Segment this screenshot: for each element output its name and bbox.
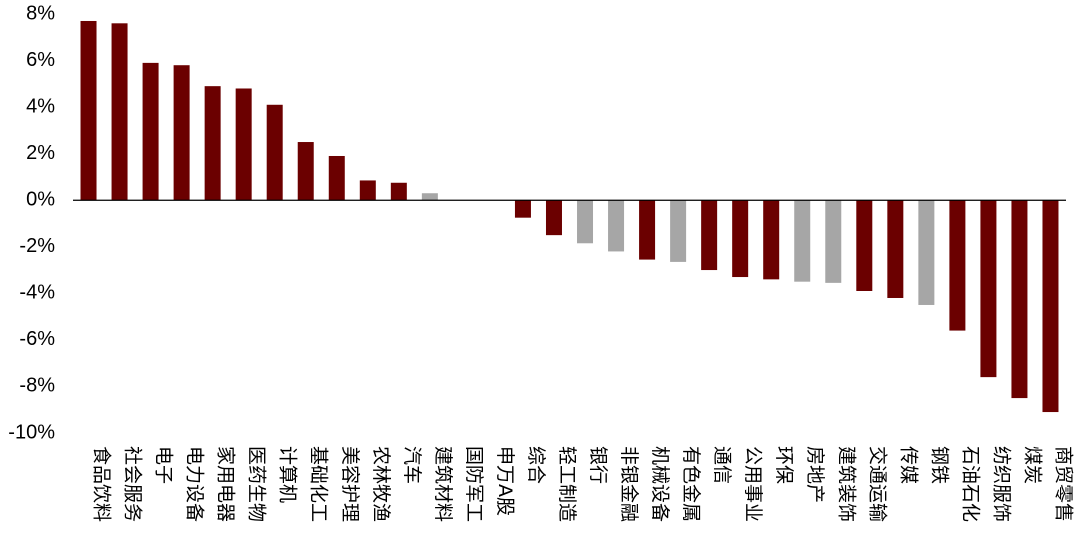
y-tick-label: -2% <box>19 235 55 257</box>
category-label: 食品饮料 <box>91 446 113 522</box>
y-tick-label: 6% <box>26 49 55 71</box>
bar <box>545 200 562 236</box>
category-label: 基础化工 <box>308 446 330 522</box>
x-axis-category-labels: 食品饮料 社会服务 电子 电力设备 家用电器 医药生物 计算机 基础化工 美容护理 农林牧渔 汽车建… <box>91 446 1075 522</box>
category-label: 计算机 <box>277 446 299 503</box>
category-label: 电子 <box>153 446 175 484</box>
category-label: 建筑装饰 <box>835 446 857 522</box>
category-label: 商贸零售 <box>1052 446 1074 522</box>
bar <box>173 65 190 201</box>
bar <box>390 182 407 201</box>
category-label: 轻工制造 <box>556 446 578 522</box>
y-tick-label: -4% <box>19 282 55 304</box>
bar <box>421 193 438 201</box>
category-label: 建筑材料 <box>432 446 454 522</box>
y-axis-tick-labels: 8% 6% 4% 2% 0% -2% -4% -6% -8% -10% <box>8 2 55 443</box>
y-tick-label: 0% <box>26 189 55 211</box>
y-tick-label: -8% <box>19 375 55 397</box>
category-label: 有色金属 <box>680 446 702 522</box>
bar <box>359 180 376 201</box>
category-label: 非银金融 <box>618 446 640 522</box>
bar <box>297 142 314 201</box>
bar <box>856 200 873 291</box>
y-tick-label: 2% <box>26 142 55 164</box>
bar <box>763 200 780 280</box>
bar <box>111 23 128 201</box>
category-label: 家用电器 <box>215 446 237 522</box>
category-label: 通信 <box>711 446 733 484</box>
category-label: 美容护理 <box>339 446 361 522</box>
bar <box>142 62 159 201</box>
bar <box>639 200 656 260</box>
bar <box>235 88 252 201</box>
category-label: 申万A股 <box>494 446 516 516</box>
bar <box>670 200 687 262</box>
category-label: 煤炭 <box>1021 446 1043 484</box>
category-label: 传媒 <box>897 446 919 484</box>
category-label: 银行 <box>587 446 609 484</box>
y-tick-label: -10% <box>8 421 55 443</box>
y-tick-label: -6% <box>19 328 55 350</box>
bar <box>949 200 966 331</box>
category-label: 纺织服饰 <box>990 446 1012 522</box>
bar <box>328 155 345 201</box>
category-label: 机械设备 <box>649 446 671 522</box>
category-label: 电力设备 <box>184 446 206 522</box>
bar <box>794 200 811 282</box>
category-label: 综合 <box>525 446 547 484</box>
bar <box>80 20 97 201</box>
bar <box>980 200 997 378</box>
bar-series <box>80 20 1059 413</box>
category-label: 钢铁 <box>928 446 950 484</box>
category-label: 房地产 <box>804 446 826 503</box>
bar <box>1011 200 1028 399</box>
category-label: 国防军工 <box>463 446 485 522</box>
category-label: 医药生物 <box>246 446 268 522</box>
bar <box>204 86 221 201</box>
category-label: 石油石化 <box>959 446 981 522</box>
y-tick-label: 8% <box>26 2 55 24</box>
bar <box>887 200 904 298</box>
bar <box>701 200 718 271</box>
bar <box>514 200 531 218</box>
category-label: 农林牧渔 <box>370 446 392 522</box>
bar <box>918 200 935 305</box>
bar <box>825 200 842 283</box>
y-tick-label: 4% <box>26 95 55 117</box>
category-label: 环保 <box>773 446 795 484</box>
bar <box>732 200 749 278</box>
bar <box>608 200 625 252</box>
bar <box>577 200 594 244</box>
bar <box>266 104 283 201</box>
category-label: 社会服务 <box>122 446 144 522</box>
category-label: 交通运输 <box>866 446 888 522</box>
category-label: 汽车 <box>401 446 423 484</box>
bar <box>1042 200 1059 413</box>
category-label: 公用事业 <box>742 446 764 522</box>
